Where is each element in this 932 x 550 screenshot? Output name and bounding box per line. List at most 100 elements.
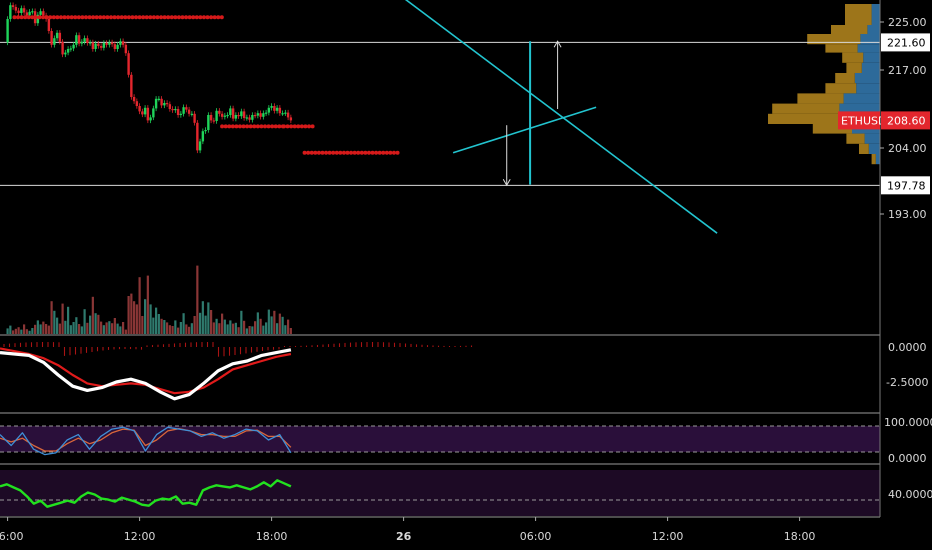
symbol-tag-bg xyxy=(838,111,880,130)
stop-dot xyxy=(309,150,314,155)
profile-bar-blue xyxy=(861,62,880,73)
stop-dot xyxy=(148,15,153,20)
volume-bar xyxy=(61,303,64,334)
profile-bar-orange xyxy=(768,113,847,124)
profile-bar-orange xyxy=(846,62,862,73)
profile-bar-orange xyxy=(845,4,872,25)
volume-bar xyxy=(6,328,9,334)
macd-pane xyxy=(0,342,473,401)
stop-dot xyxy=(266,124,271,129)
volume-bar xyxy=(135,304,138,334)
candle-up xyxy=(267,107,271,113)
candle-up xyxy=(72,44,75,49)
candle-up xyxy=(143,107,147,115)
volume-bar xyxy=(127,296,130,334)
symbol-tag-label: ETHUSD xyxy=(841,114,886,127)
stop-dot xyxy=(223,124,228,129)
current-price-tag: 208.60 xyxy=(887,114,926,127)
price-tick-label: 225.00 xyxy=(888,16,927,29)
volume-bar xyxy=(254,321,257,334)
volume-bar xyxy=(215,318,218,334)
volume-bar xyxy=(133,301,136,334)
volume-bar xyxy=(12,330,15,334)
candle-down xyxy=(185,107,188,110)
volume-bar xyxy=(243,320,246,334)
candle-down xyxy=(231,108,235,119)
stop-dot xyxy=(159,15,164,20)
candle-down xyxy=(50,31,53,45)
candle-down xyxy=(259,113,262,117)
volume-bar xyxy=(124,329,127,334)
candle-down xyxy=(218,110,221,114)
candle-up xyxy=(240,111,243,117)
volume-bar xyxy=(47,325,50,334)
candle-down xyxy=(91,42,95,49)
volume-bar xyxy=(141,316,144,334)
candle-up xyxy=(28,11,31,16)
stop-dot xyxy=(44,15,49,20)
profile-bar-orange xyxy=(797,93,844,104)
volume-bar xyxy=(289,328,292,334)
stop-dot xyxy=(388,150,393,155)
candle-up xyxy=(284,112,287,114)
horizontal-levels xyxy=(0,41,880,186)
time-axis[interactable]: 06:00 12:00 18:00 26 06:00 12:00 18:00 xyxy=(0,517,815,543)
candle-up xyxy=(75,35,78,45)
stop-dot xyxy=(363,150,368,155)
stop-dot xyxy=(270,124,275,129)
volume-bar xyxy=(108,321,111,334)
rsi-line xyxy=(0,479,292,508)
stop-dot xyxy=(216,15,221,20)
profile-bar-blue xyxy=(864,133,880,144)
pane-dividers xyxy=(0,0,881,518)
volume-bar xyxy=(67,306,70,334)
candle-down xyxy=(187,109,191,114)
candle-down xyxy=(289,117,293,121)
volume-bar xyxy=(94,313,97,334)
stop-dot xyxy=(162,15,167,20)
volume-bar xyxy=(270,316,273,334)
volume-bar xyxy=(265,322,268,334)
volume-bar xyxy=(179,322,182,334)
volume-bar xyxy=(160,318,163,334)
price-axis[interactable]: 225.00 217.00 204.00 193.00 0.0000 -2.5000 100… xyxy=(880,16,932,501)
time-tick-label: 12:00 xyxy=(652,530,684,543)
profile-bar-orange xyxy=(835,73,855,84)
candle-up xyxy=(223,115,227,117)
stop-dot xyxy=(299,124,304,129)
stop-dot xyxy=(137,15,142,20)
volume-bar xyxy=(204,315,207,334)
candle-down xyxy=(121,41,125,45)
volume-bar xyxy=(234,322,237,334)
stop-dot xyxy=(263,124,267,129)
volume-bars xyxy=(6,265,292,334)
candle-up xyxy=(119,41,122,45)
stop-dot xyxy=(194,15,199,20)
stop-dot xyxy=(134,15,139,20)
candle-up xyxy=(256,113,260,116)
profile-bar-orange xyxy=(825,83,857,94)
stop-dot xyxy=(292,124,297,129)
candle-up xyxy=(229,108,232,115)
candle-down xyxy=(105,43,108,45)
trendlines[interactable] xyxy=(404,0,718,234)
stop-dot xyxy=(327,150,332,155)
stop-dot xyxy=(144,15,149,20)
stop-dot xyxy=(23,15,28,20)
stop-dot xyxy=(62,15,67,20)
profile-bar-orange xyxy=(772,103,840,114)
profile-bar-blue xyxy=(875,154,880,165)
stop-dot xyxy=(303,124,308,129)
volume-bar xyxy=(188,326,191,334)
stoch-d-line xyxy=(0,428,292,452)
candle-down xyxy=(248,117,251,120)
candle-up xyxy=(198,141,202,151)
volume-bar xyxy=(267,309,270,334)
profile-bar-blue xyxy=(839,103,880,114)
volume-bar xyxy=(25,329,28,334)
candle-up xyxy=(245,117,249,119)
stop-dot xyxy=(126,15,131,20)
candle-up xyxy=(53,38,56,45)
level-price-tag-bg xyxy=(881,176,930,195)
